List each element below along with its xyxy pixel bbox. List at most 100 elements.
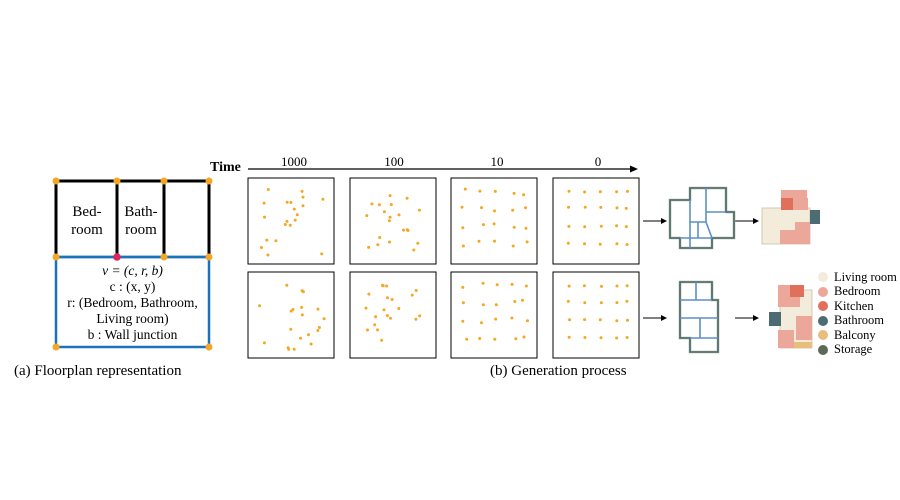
- room-bathroom: [810, 210, 820, 224]
- rep-r-line-1: r: (Bedroom, Bathroom,: [67, 295, 198, 310]
- corner-point: [481, 303, 485, 307]
- corner-point: [510, 282, 514, 286]
- corner-point: [390, 298, 394, 301]
- corner-point: [598, 242, 602, 246]
- corner-point: [461, 301, 465, 305]
- legend-swatch: [818, 272, 828, 283]
- corner-point: [566, 241, 570, 245]
- corner-point: [525, 240, 529, 244]
- junction-point: [205, 177, 213, 185]
- corner-point: [600, 284, 603, 288]
- corner-point: [583, 318, 587, 322]
- corner-point: [524, 206, 527, 210]
- corner-point: [307, 333, 310, 337]
- room-label-line: room: [125, 222, 157, 238]
- corner-point: [599, 301, 603, 305]
- corner-point: [512, 225, 516, 229]
- corner-point: [263, 215, 266, 219]
- room-bedroom: [778, 330, 794, 348]
- arrow-head: [753, 218, 759, 224]
- junction-point: [52, 343, 60, 351]
- corner-point: [417, 208, 421, 212]
- room-label-line: Bed-: [72, 204, 102, 220]
- corner-point: [494, 303, 498, 307]
- corner-point: [378, 236, 382, 239]
- corner-point: [463, 187, 467, 191]
- corner-point: [493, 189, 497, 193]
- corner-point: [285, 200, 289, 204]
- room-bedroom: [795, 222, 810, 244]
- corner-point: [461, 226, 465, 230]
- corner-point: [481, 223, 485, 227]
- corner-point: [480, 321, 483, 325]
- wireframe-floorplan-top: [668, 186, 736, 250]
- corner-point: [566, 299, 570, 303]
- corner-point: [416, 241, 420, 245]
- corner-point: [385, 284, 389, 288]
- wireframe-floorplan-bottom: [678, 280, 720, 354]
- corner-point: [410, 293, 414, 297]
- generation-panels: [247, 177, 640, 359]
- room-bedroom: [796, 198, 808, 210]
- junction-point: [205, 343, 213, 351]
- legend-swatch: [818, 301, 828, 312]
- corner-point: [522, 335, 526, 339]
- legend-item: Balcony: [818, 328, 897, 343]
- corner-point: [316, 307, 320, 311]
- corner-point: [382, 308, 386, 312]
- corner-point: [412, 248, 416, 252]
- corner-point: [376, 328, 379, 332]
- corner-point: [567, 205, 570, 209]
- corner-point: [364, 306, 368, 310]
- corner-point: [262, 201, 266, 205]
- corner-point: [598, 190, 602, 194]
- corner-point: [492, 222, 496, 226]
- corner-point: [301, 195, 305, 199]
- timestep-label: 10: [490, 154, 504, 169]
- corner-point: [374, 315, 378, 319]
- timestep-label: 0: [594, 154, 602, 169]
- corner-point: [387, 219, 391, 223]
- room-kitchen: [790, 285, 804, 297]
- corner-point: [382, 210, 386, 214]
- corner-point: [299, 336, 302, 340]
- corner-point: [478, 337, 482, 340]
- corner-point: [478, 189, 482, 193]
- corner-point: [405, 196, 409, 200]
- rep-c-line: c : (x, y): [109, 279, 156, 294]
- legend-swatch: [818, 330, 828, 341]
- corner-point: [599, 224, 603, 228]
- corner-point: [292, 207, 296, 211]
- corner-point: [512, 191, 516, 195]
- point-panel: [450, 177, 538, 265]
- legend-label: Bathroom: [834, 313, 884, 328]
- corner-point: [321, 197, 325, 201]
- corner-point: [389, 203, 393, 207]
- junction-point: [52, 253, 60, 261]
- timestep-label: 100: [384, 154, 404, 169]
- corner-point: [615, 224, 619, 228]
- corner-point: [265, 238, 269, 242]
- corner-point: [480, 206, 483, 210]
- corner-point: [397, 307, 401, 310]
- corner-point: [320, 252, 324, 256]
- corner-point: [266, 188, 270, 191]
- corner-point: [493, 239, 496, 243]
- time-axis: [248, 165, 638, 173]
- arrow-head: [753, 315, 759, 321]
- corner-point: [397, 213, 401, 217]
- corner-point: [465, 337, 469, 341]
- corner-point: [510, 316, 514, 320]
- corner-point: [568, 318, 572, 322]
- room-bedroom: [796, 316, 812, 340]
- corner-point: [624, 225, 628, 229]
- corner-point: [262, 341, 266, 345]
- corner-point: [402, 228, 405, 232]
- corner-point: [477, 239, 481, 243]
- corner-point: [367, 245, 371, 249]
- corner-point: [365, 214, 369, 218]
- corner-point: [300, 189, 304, 193]
- point-panel: [552, 177, 640, 265]
- corner-point: [494, 317, 498, 321]
